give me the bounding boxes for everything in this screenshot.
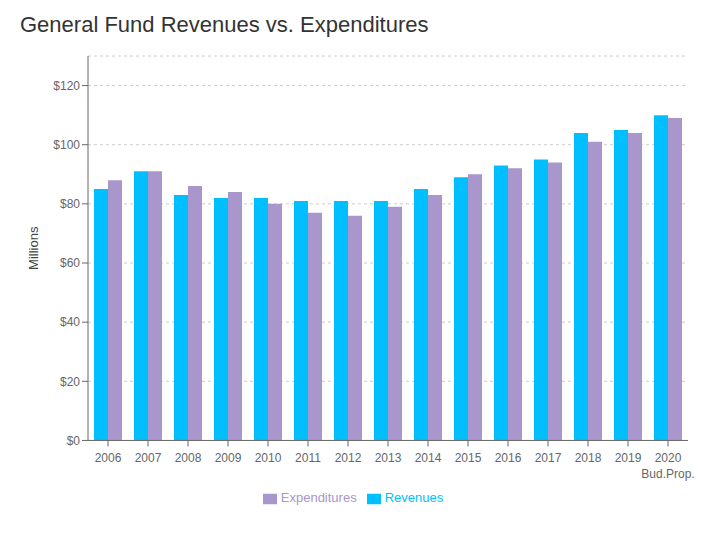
svg-text:Millions: Millions [26, 226, 41, 270]
svg-text:2009: 2009 [215, 451, 242, 465]
html-text:General Fund Revenues vs. Expe: General Fund Revenues vs. Expenditures [20, 12, 429, 37]
svg-text:2017: 2017 [535, 451, 562, 465]
svg-text:2016: 2016 [495, 451, 522, 465]
svg-text:$80: $80 [60, 197, 80, 211]
svg-text:2019: 2019 [615, 451, 642, 465]
svg-text:$0: $0 [67, 434, 81, 448]
html-text:Expenditures: Expenditures [280, 490, 357, 506]
svg-text:2008: 2008 [175, 451, 202, 465]
html-text:Revenues: Revenues [384, 490, 444, 506]
svg-text:$40: $40 [60, 315, 80, 329]
svg-text:2015: 2015 [455, 451, 482, 465]
svg-text:$20: $20 [60, 375, 80, 389]
svg-text:2013: 2013 [375, 451, 402, 465]
svg-text:$60: $60 [60, 256, 80, 270]
svg-text:2014: 2014 [415, 451, 442, 465]
svg-text:2011: 2011 [295, 451, 321, 465]
svg-text:2010: 2010 [255, 451, 282, 465]
svg-text:2018: 2018 [575, 451, 602, 465]
svg-text:2020: 2020 [655, 451, 682, 465]
svg-text:$100: $100 [53, 138, 80, 152]
svg-text:$120: $120 [53, 79, 80, 93]
svg-text:2012: 2012 [335, 451, 362, 465]
svg-text:2007: 2007 [135, 451, 162, 465]
svg-text:Bud.Prop.: Bud.Prop. [641, 467, 694, 481]
svg-text:2006: 2006 [95, 451, 122, 465]
